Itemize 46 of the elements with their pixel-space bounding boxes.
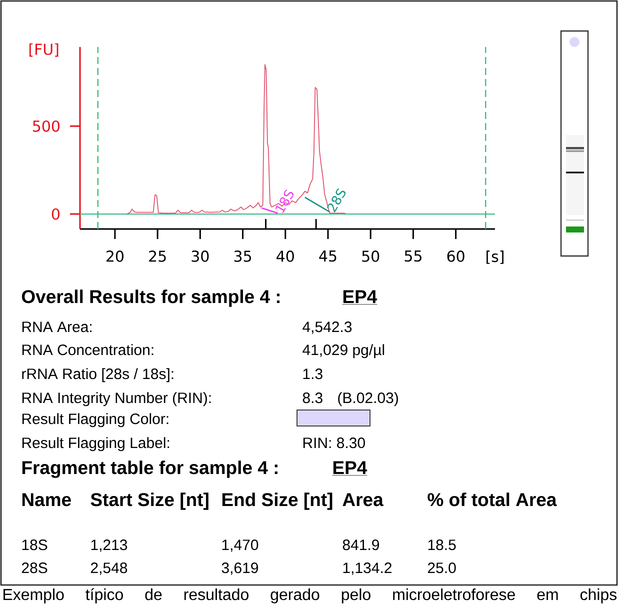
y-axis-title: [FU]: [29, 43, 58, 57]
text: 1,470: [222, 540, 258, 552]
text: RNA Concentration:: [22, 344, 154, 356]
text: 1.3: [303, 368, 322, 380]
text: Name: [22, 493, 71, 506]
text: RNA Area:: [22, 322, 92, 332]
text: Fragment table for sample 4 :: [22, 460, 278, 478]
text: 28S: [22, 562, 48, 574]
text: 4,542.3: [302, 322, 352, 334]
text: 18S: [22, 540, 48, 550]
text: End Size [nt]: [222, 492, 332, 510]
text: Exemplo típico de resultado gerado pelo microeletroforese em chips: [4, 588, 617, 604]
y-tick-label: 500: [33, 120, 60, 132]
text: Result Flagging Label:: [22, 437, 170, 452]
x-tick-label: 35: [234, 250, 251, 262]
text: Overall Results for sample 4 :: [22, 290, 280, 307]
x-tick-label: 45: [319, 250, 336, 262]
text: EP4: [333, 461, 368, 474]
x-tick-label: 40: [276, 250, 294, 262]
x-tick-label: 20: [106, 250, 124, 262]
text: EP4: [343, 290, 378, 304]
text: 18.5: [428, 540, 456, 550]
x-tick-label: 30: [192, 250, 209, 262]
x-tick-label: 25: [149, 250, 166, 262]
text: (B.02.03): [338, 392, 398, 406]
x-tick-label: 50: [362, 250, 380, 262]
text: Result Flagging Color:: [22, 413, 168, 428]
text: 841.9: [342, 540, 380, 550]
x-axis-title: [s]: [486, 250, 504, 264]
text: Start Size [nt]: [90, 492, 208, 510]
text: Area: [342, 493, 384, 506]
text: 8.3: [302, 392, 322, 404]
text: 3,619: [222, 562, 258, 575]
text: RIN: 8.30: [303, 438, 365, 448]
x-tick-label: 55: [404, 250, 422, 262]
text: 1,134.2: [343, 562, 392, 575]
text: 2,548: [90, 562, 128, 575]
y-tick-label: 0: [52, 208, 60, 220]
text: 1,213: [91, 540, 128, 552]
text: rRNA Ratio [28s / 18s]:: [22, 368, 174, 382]
x-tick-label: 60: [447, 250, 464, 262]
line-series: [126, 64, 346, 215]
text: 41,029 pg/µl: [302, 344, 384, 358]
text: % of total Area: [428, 492, 557, 506]
text: RNA Integrity Number (RIN):: [22, 392, 211, 406]
text: 25.0: [428, 562, 456, 574]
